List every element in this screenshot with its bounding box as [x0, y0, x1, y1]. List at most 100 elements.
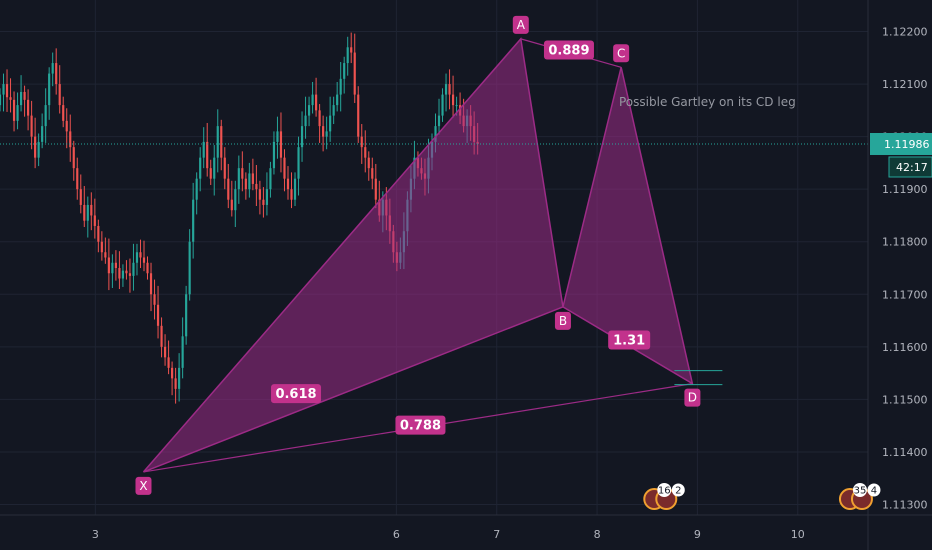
candle-body-51	[178, 367, 181, 389]
candle-body-46	[160, 325, 163, 347]
ratio-label-bg-3[interactable]	[395, 415, 446, 435]
candle-body-10	[34, 136, 37, 158]
event-count-b-0: 2	[675, 486, 681, 497]
candle-body-126	[441, 94, 444, 116]
price-axis[interactable]: 1.122001.121001.120001.119001.118001.117…	[870, 26, 932, 512]
event-badges[interactable]: 16 2 35 4	[643, 483, 881, 510]
candle-body-94	[329, 115, 332, 132]
candle-body-39	[135, 252, 139, 263]
candle-body-6	[19, 91, 23, 106]
candle-body-47	[163, 346, 167, 358]
candle-body-91	[318, 110, 321, 127]
y-tick-label-8: 1.11400	[882, 446, 928, 459]
candle-body-57	[199, 157, 202, 179]
candle-body-74	[258, 189, 261, 200]
candle-body-35	[121, 270, 125, 279]
x-tick-label-0: 3	[92, 528, 99, 541]
candle-body-95	[332, 105, 335, 116]
countdown-value: 42:17	[896, 161, 928, 174]
current-price-value: 1.11986	[884, 138, 930, 151]
candle-body-90	[315, 94, 318, 111]
candle-body-93	[325, 131, 328, 137]
candle-body-96	[336, 94, 339, 106]
candle-body-30	[104, 252, 107, 258]
candle-body-1	[2, 84, 5, 95]
candle-body-102	[357, 94, 360, 137]
ratio-label-bg-0[interactable]	[271, 384, 322, 404]
current-price-tag[interactable]	[870, 132, 932, 155]
candle-body-129	[451, 94, 455, 106]
ratio-label-1: 0.889	[548, 43, 589, 58]
y-tick-label-0: 1.12200	[882, 26, 928, 39]
y-tick-label-9: 1.11300	[882, 498, 928, 511]
ratio-label-bg-1[interactable]	[543, 40, 594, 60]
candle-body-89	[311, 94, 314, 106]
gartley-pattern[interactable]: X A B C D 0.618 0.889 1.31 0.788	[135, 15, 723, 495]
candle-body-43	[149, 273, 153, 295]
candle-body-55	[192, 199, 195, 242]
candle-body-5	[16, 105, 19, 121]
triangle-xab	[142, 37, 564, 473]
candle-body-97	[339, 78, 342, 95]
candle-body-53	[185, 294, 188, 337]
event-count-b-bg-0	[671, 483, 685, 497]
candle-body-88	[307, 105, 311, 116]
point-label-x: X	[139, 479, 147, 493]
candle-body-7	[23, 91, 26, 100]
candle-body-18	[62, 105, 65, 121]
candle-body-84	[293, 178, 297, 200]
event-count-b-1: 4	[871, 486, 877, 497]
candle-body-4	[12, 99, 16, 121]
candle-body-64	[223, 157, 226, 179]
ratio-label-bg-2[interactable]	[608, 330, 651, 350]
candle-body-69	[241, 168, 244, 179]
x-tick-label-3: 8	[594, 528, 601, 541]
candle-body-92	[322, 126, 325, 137]
candle-body-107	[374, 178, 377, 200]
candle-body-103	[360, 136, 363, 148]
point-label-c: C	[617, 46, 625, 60]
candle-body-127	[444, 84, 448, 95]
candle-body-82	[286, 178, 290, 190]
candle-body-38	[132, 262, 135, 276]
candle-body-27	[93, 215, 96, 226]
point-label-a: A	[517, 18, 526, 32]
pattern-note: Possible Gartley on its CD leg	[619, 95, 796, 109]
candle-body-22	[76, 168, 79, 190]
point-label-bg-x[interactable]	[135, 476, 152, 495]
y-tick-label-1: 1.12100	[882, 78, 928, 91]
point-label-bg-d[interactable]	[684, 388, 701, 407]
candle-body-36	[125, 270, 128, 274]
candle-body-34	[118, 268, 121, 279]
candle-body-49	[171, 367, 174, 379]
candle-body-40	[139, 252, 142, 258]
x-tick-label-5: 10	[791, 528, 805, 541]
candle-body-54	[188, 241, 191, 295]
candle-body-60	[209, 168, 212, 179]
point-label-bg-b[interactable]	[554, 311, 571, 330]
candle-body-68	[237, 168, 240, 190]
point-label-bg-a[interactable]	[512, 15, 529, 34]
candle-body-72	[251, 173, 254, 184]
candle-body-73	[255, 183, 258, 190]
candle-body-24	[83, 204, 86, 221]
x-tick-label-1: 6	[393, 528, 400, 541]
candle-body-28	[97, 225, 100, 242]
candle-body-105	[367, 157, 370, 169]
candle-body-77	[269, 168, 272, 190]
candle-body-26	[90, 204, 93, 216]
candle-body-101	[353, 52, 356, 95]
event-count-a-1: 35	[854, 486, 867, 497]
candle-body-42	[146, 262, 149, 274]
event-count-b-bg-1	[867, 483, 881, 497]
point-label-bg-c[interactable]	[613, 44, 630, 63]
candle-body-100	[350, 47, 353, 53]
candle-body-37	[128, 273, 132, 276]
candle-body-58	[202, 141, 205, 158]
candle-body-32	[111, 262, 114, 274]
candle-body-124	[434, 126, 437, 142]
candle-body-44	[153, 294, 156, 305]
candle-body-33	[114, 262, 117, 269]
